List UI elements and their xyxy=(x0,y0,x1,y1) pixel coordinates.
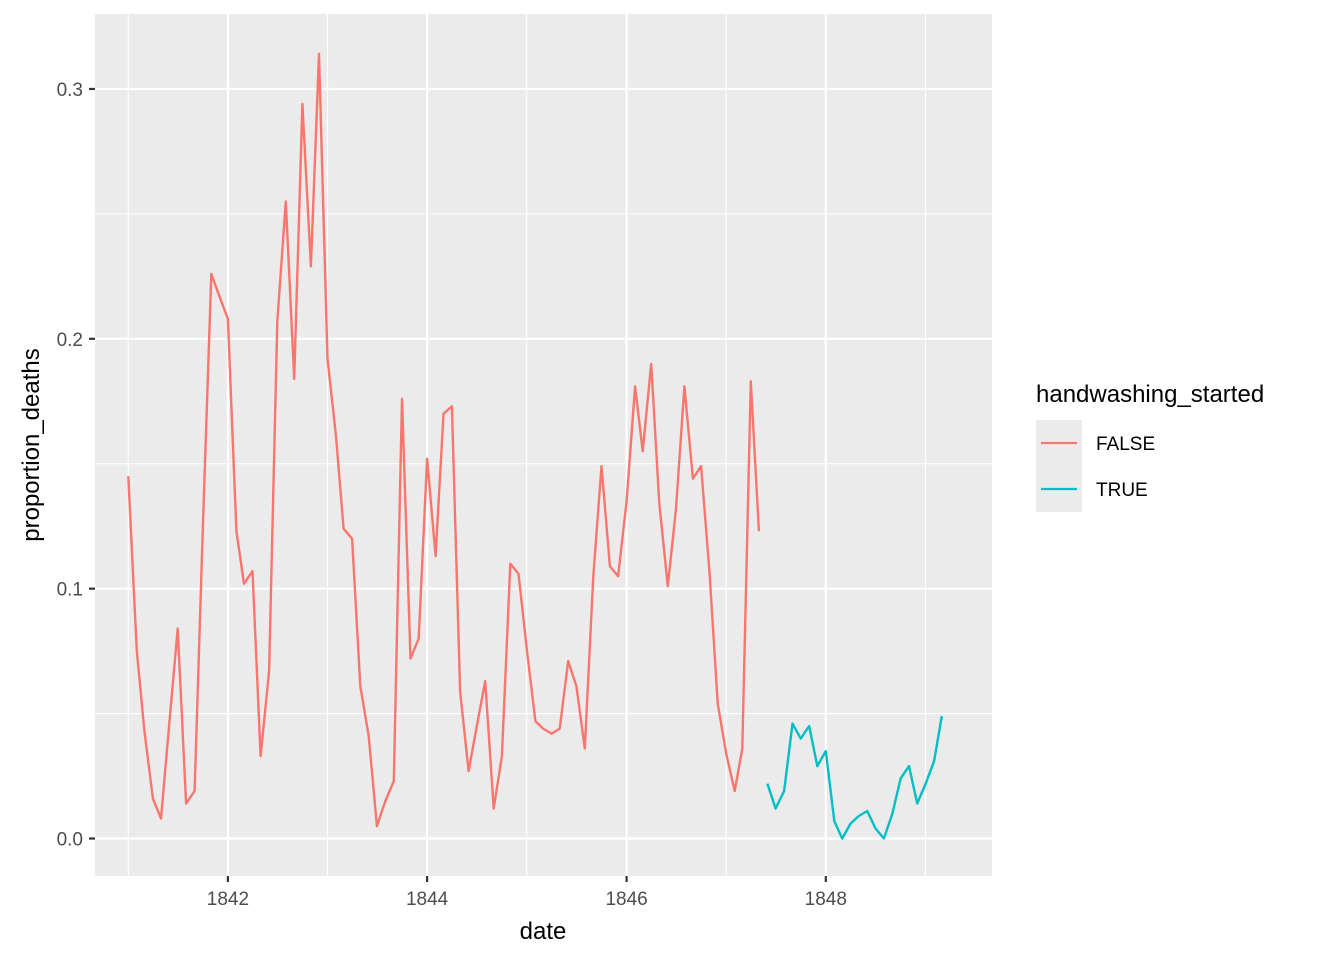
legend: handwashing_started FALSE TRUE xyxy=(1036,381,1264,512)
legend-label-true: TRUE xyxy=(1096,480,1148,501)
x-axis: 1842 1844 1846 1848 xyxy=(207,876,847,910)
grid-minor xyxy=(95,14,992,876)
panel-background xyxy=(95,14,992,876)
y-axis-title: proportion_deaths xyxy=(18,348,45,541)
x-tick-label: 1842 xyxy=(207,889,249,910)
grid-major xyxy=(95,14,992,876)
series-lines xyxy=(127,52,943,840)
series-line-true xyxy=(766,715,943,840)
x-tick-label: 1844 xyxy=(406,889,449,910)
y-tick-label: 0.1 xyxy=(57,580,83,601)
y-tick-label: 0.0 xyxy=(57,830,83,851)
x-tick-label: 1848 xyxy=(805,889,847,910)
x-tick-label: 1846 xyxy=(605,889,647,910)
legend-title: handwashing_started xyxy=(1036,381,1264,408)
y-tick-label: 0.2 xyxy=(57,330,83,351)
series-line-false xyxy=(127,52,761,828)
x-axis-title: date xyxy=(520,918,567,945)
legend-label-false: FALSE xyxy=(1096,434,1155,455)
y-axis: 0.0 0.1 0.2 0.3 xyxy=(57,80,95,851)
y-tick-label: 0.3 xyxy=(57,80,83,101)
